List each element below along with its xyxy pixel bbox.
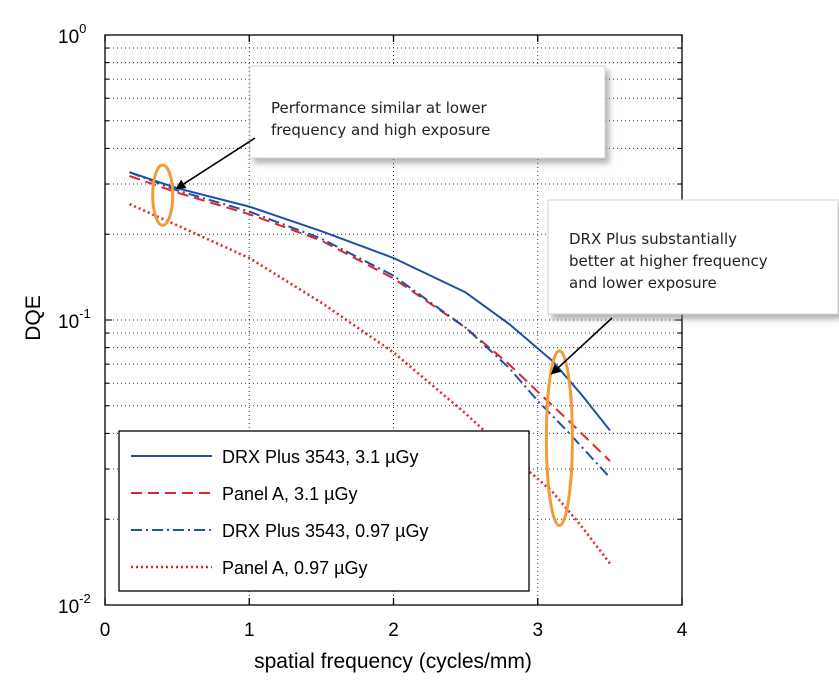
- y-tick-label: 10-1: [58, 306, 91, 333]
- x-tick-label: 1: [244, 620, 255, 641]
- legend-label-2: Panel A, 3.1 µGy: [222, 484, 357, 504]
- callout-2: DRX Plus substantially better at higher …: [547, 199, 839, 375]
- x-tick-label: 2: [388, 620, 399, 641]
- y-axis-title: DQE: [22, 295, 45, 341]
- y-tick-label: 10-2: [58, 591, 91, 618]
- legend-box: [118, 430, 530, 592]
- legend-label-3: DRX Plus 3543, 0.97 µGy: [222, 521, 428, 541]
- series-line-4: [128, 202, 611, 565]
- callout-1-arrow: [175, 137, 256, 190]
- x-axis-title: spatial frequency (cycles/mm): [254, 650, 532, 673]
- callout-1-box: [249, 65, 606, 159]
- x-tick-label: 0: [100, 620, 111, 641]
- legend: DRX Plus 3543, 3.1 µGy Panel A, 3.1 µGy DR…: [118, 430, 530, 592]
- callout-2-text-line-2: better at higher frequency: [569, 252, 768, 270]
- legend-label-4: Panel A, 0.97 µGy: [222, 558, 367, 578]
- series-line-2: [129, 175, 611, 462]
- highlight-ellipses: [151, 163, 574, 528]
- legend-label-1: DRX Plus 3543, 3.1 µGy: [222, 447, 418, 467]
- callout-2-text-line-1: DRX Plus substantially: [569, 230, 737, 248]
- callout-1: Performance similar at lower frequency a…: [175, 65, 606, 190]
- highlight-ellipse-2: [544, 349, 574, 528]
- x-tick-label: 4: [677, 620, 688, 641]
- series-lines: [128, 171, 611, 565]
- series-line-3: [129, 171, 611, 479]
- callout-1-text-line-1: Performance similar at lower: [271, 99, 488, 117]
- highlight-ellipse-1: [151, 163, 175, 227]
- callout-2-text-line-3: and lower exposure: [569, 274, 717, 292]
- callout-1-text-line-2: frequency and high exposure: [271, 121, 490, 139]
- x-tick-label: 3: [532, 620, 543, 641]
- callout-2-box: [547, 199, 839, 315]
- y-tick-label: 100: [58, 21, 86, 48]
- callout-2-arrow: [550, 317, 613, 375]
- series-line-1: [129, 171, 611, 432]
- axis-ticks: 0 1 2 3 4 100 10-1 10-2: [58, 21, 688, 641]
